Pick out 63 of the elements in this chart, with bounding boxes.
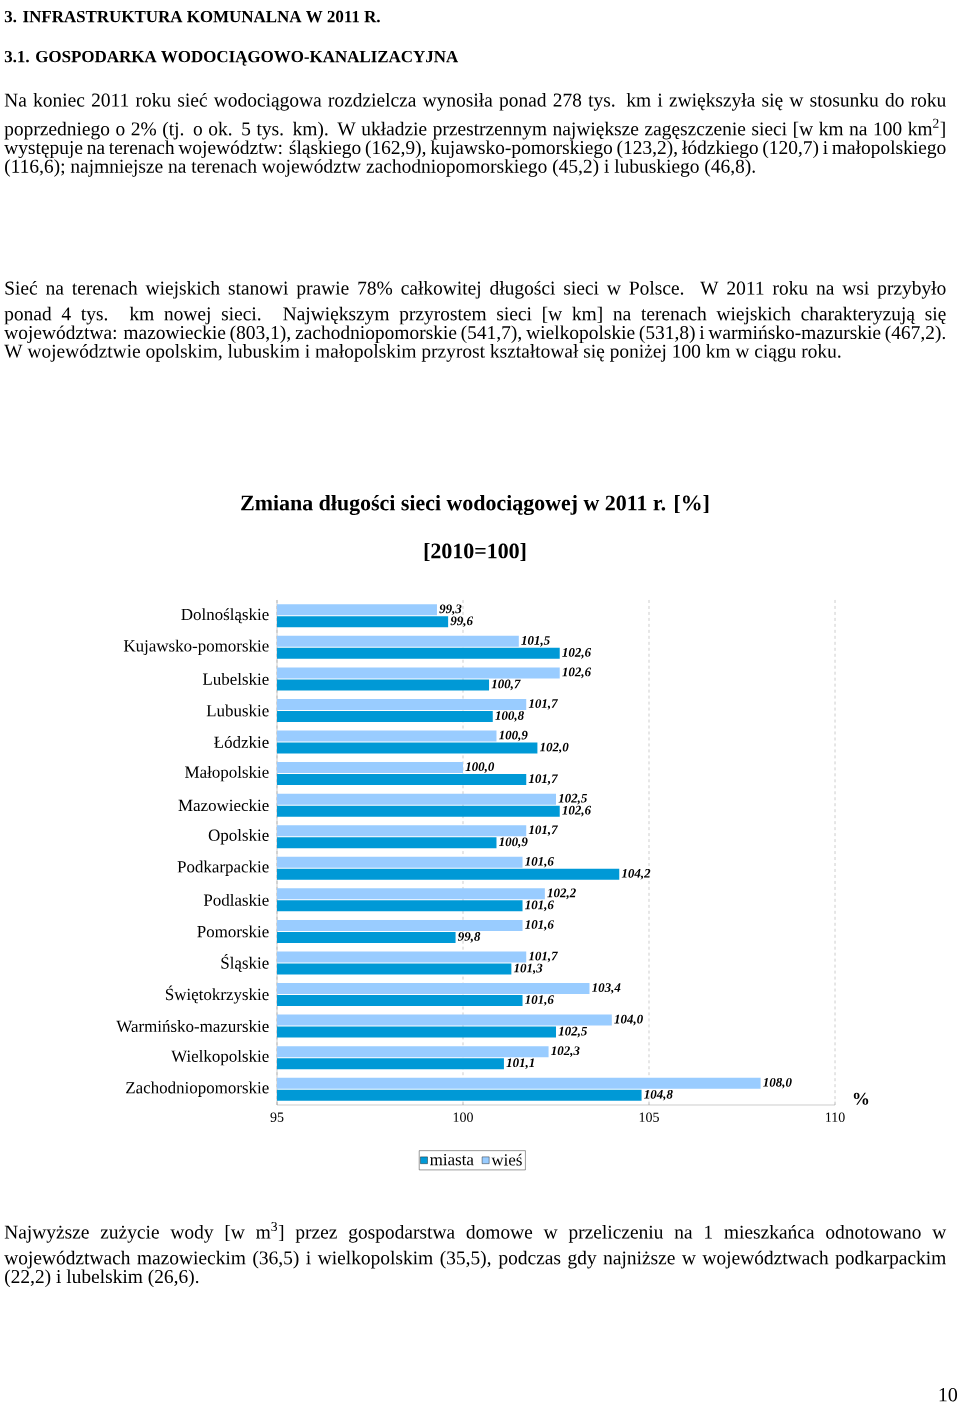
data-label: 101,7 (528, 699, 559, 710)
data-label: 99,8 (457, 932, 481, 943)
data-label: 101,7 (528, 951, 559, 963)
data-label: 100,8 (495, 711, 524, 722)
text: 10 (939, 1387, 958, 1402)
y-tick-label: Mazowieckie (178, 799, 269, 812)
data-label: 108,0 (763, 1077, 792, 1089)
data-label: 101,7 (528, 825, 559, 837)
legend-label: wieś (491, 1153, 522, 1166)
data-label: 100,0 (465, 762, 495, 773)
y-tick-label: Łódzkie (214, 736, 269, 748)
text: Na koniec 2011 roku sieć wodociągowa rozdzielcza wynosiła ponad 278 tys. km i zwiększyła się w stosunku do roku poprzedniego o 2% (tj. o ok. 5 tys. km). W układzie przestrzennym największe zagęszczenie sieci [w km na 100 km$^{2}$] występuje na terenach województw: śląskiego (162,9), kujawsko-pomorskiego (123,2), łódzkiego (120,7) i małopolskiego (116,6); najmniejsze na terenach województw zachodniopomorskiego (45,2) i lubuskiego (46,8). (4, 92, 946, 177)
y-tick-label: Pomorskie (197, 925, 269, 938)
chart-subtitle: [2010=100] (424, 542, 526, 562)
x-tick-label: 95 (270, 1112, 284, 1122)
data-label: 102,6 (562, 667, 592, 679)
y-tick-label: Lubuskie (206, 704, 269, 717)
y-tick-label: Małopolskie (185, 765, 269, 782)
y-tick-label: Wielkopolskie (171, 1049, 269, 1066)
data-label: 102,5 (558, 793, 588, 805)
text: 3. INFRASTRUKTURA KOMUNALNA W 2011 R. (4, 10, 380, 23)
legend-label: miasta (430, 1153, 474, 1166)
y-tick-label: Lubelskie (202, 672, 269, 685)
data-label: 102,2 (547, 888, 576, 900)
text: Sieć na terenach wiejskich stanowi prawie 78% całkowitej długości sieci w Polsce. W 2011 roku na wsi przybyło ponad 4 tys. km nowej sieci. Największym przyrostem sieci [w km] na terenach wiejskich charakteryzują się województwa: mazowieckie (803,1), zachodniopomorskie (541,7), wielkopolskie (531,8) i warmińsko-mazurskie (467,2). W województwie opolskim, lubuskim i małopolskim przyrost kształtował się poniżej 100 km w ciągu roku. (4, 280, 946, 362)
data-label: 101,6 (525, 995, 554, 1006)
chart-title: Zmiana długości sieci wodociągowej w 2011 r. [%] (241, 494, 709, 516)
text: Najwyższe zużycie wody [w m$^{3}$] przez gospodarstwa domowe w przeliczeniu na 1 mieszkańca odnotowano w województwach mazowieckim (36,5) i wielkopolskim (35,5), podczas gdy najniższe w województwach podkarpackim (22,2) i lubelskim (26,6). (4, 1221, 947, 1288)
data-label: 99,3 (439, 604, 462, 616)
data-label: 100,9 (498, 730, 528, 742)
data-label: 101,6 (525, 920, 554, 931)
x-tick-label: 110 (826, 1112, 845, 1122)
data-label: 102,6 (562, 648, 592, 659)
data-label: 101,6 (525, 856, 554, 868)
data-label: 101,3 (513, 963, 543, 975)
y-tick-label: Śląskie (221, 954, 269, 972)
x-axis-title: % (853, 1092, 869, 1105)
y-tick-label: Świętokrzyskie (165, 985, 269, 1004)
y-tick-label: Warmińsko-mazurskie (116, 1020, 269, 1033)
data-label: 104,2 (621, 868, 651, 880)
data-label: 102,0 (539, 742, 569, 754)
data-label: 101,1 (506, 1058, 534, 1069)
data-label: 102,3 (551, 1046, 580, 1057)
data-label: 103,4 (591, 983, 621, 994)
data-label: 102,6 (562, 805, 592, 817)
y-tick-label: Podkarpackie (177, 860, 269, 876)
data-label: 104,0 (614, 1014, 643, 1026)
data-label: 102,5 (558, 1026, 588, 1038)
y-tick-label: Zachodniopomorskie (126, 1081, 269, 1097)
y-tick-label: Podlaskie (203, 893, 269, 906)
text: 3.1. GOSPODARKA WODOCIĄGOWO-KANALIZACYJNA (4, 50, 459, 66)
data-label: 99,6 (450, 616, 473, 628)
data-label: 101,5 (521, 636, 550, 647)
y-tick-label: Opolskie (208, 829, 269, 845)
data-label: 100,7 (491, 679, 521, 691)
data-label: 101,7 (528, 774, 559, 785)
data-label: 104,8 (644, 1089, 673, 1101)
data-label: 100,9 (498, 837, 528, 849)
y-tick-label: Kujawsko-pomorskie (123, 639, 269, 656)
data-label: 101,6 (525, 900, 554, 912)
x-tick-label: 105 (639, 1112, 659, 1122)
x-tick-label: 100 (453, 1112, 473, 1122)
y-tick-label: Dolnośląskie (181, 608, 269, 624)
